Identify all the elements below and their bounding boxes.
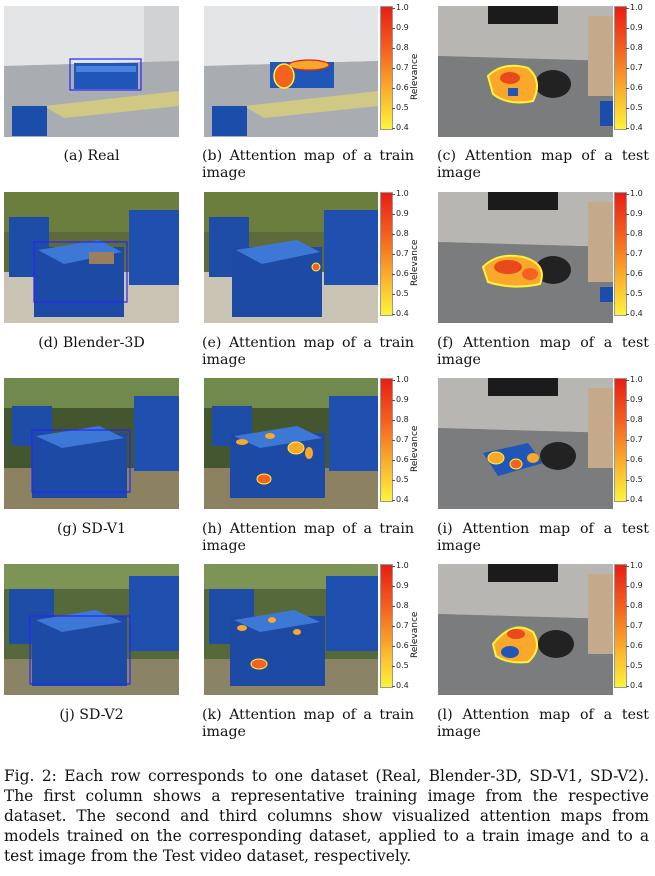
caption-l: (l) Attention map of a test image bbox=[437, 707, 649, 740]
colorbar-tick: 0.8 bbox=[626, 601, 643, 610]
colorbar-label: Relevance bbox=[410, 239, 420, 286]
colorbar-tick: 0.7 bbox=[392, 63, 409, 72]
colorbar-tick: 0.4 bbox=[626, 681, 643, 690]
colorbar-tick: 0.5 bbox=[392, 103, 409, 112]
colorbar-tick: 0.6 bbox=[392, 269, 409, 278]
colorbar-tick: 1.0 bbox=[392, 189, 409, 198]
panel-a-real-image bbox=[4, 6, 179, 137]
panel-j-sdv2-image bbox=[4, 564, 179, 695]
figure-caption-prefix: Fig. 2: bbox=[4, 767, 57, 785]
colorbar-tick: 0.6 bbox=[392, 455, 409, 464]
colorbar-tick: 1.0 bbox=[626, 189, 643, 198]
colorbar-tick: 0.5 bbox=[626, 661, 643, 670]
colorbar-tick: 0.5 bbox=[392, 289, 409, 298]
colorbar-tick: 0.6 bbox=[626, 269, 643, 278]
colorbar-tick: 1.0 bbox=[392, 561, 409, 570]
panel-l-attention-test bbox=[438, 564, 613, 695]
panel-d-blender-image bbox=[4, 192, 179, 323]
colorbar-tick: 0.5 bbox=[626, 103, 643, 112]
colorbar-tick: 0.7 bbox=[626, 621, 643, 630]
panel-c-attention-test bbox=[438, 6, 613, 137]
colorbar-tick: 0.4 bbox=[626, 123, 643, 132]
colorbar-tick: 0.8 bbox=[392, 229, 409, 238]
colorbar-tick: 0.8 bbox=[392, 415, 409, 424]
colorbar-tick: 0.9 bbox=[392, 395, 409, 404]
colorbar-tick: 0.8 bbox=[392, 43, 409, 52]
colorbar-label: Relevance bbox=[410, 425, 420, 472]
colorbar-tick: 0.6 bbox=[392, 83, 409, 92]
colorbar-tick: 0.8 bbox=[626, 229, 643, 238]
colorbar-tick: 0.5 bbox=[626, 475, 643, 484]
colorbar-tick: 1.0 bbox=[626, 3, 643, 12]
colorbar-tick: 0.6 bbox=[392, 641, 409, 650]
colorbar-tick: 0.8 bbox=[392, 601, 409, 610]
colorbar-tick: 0.9 bbox=[392, 581, 409, 590]
panel-i-attention-test bbox=[438, 378, 613, 509]
colorbar-tick: 0.6 bbox=[626, 83, 643, 92]
colorbar-tick: 0.7 bbox=[392, 621, 409, 630]
caption-h: (h) Attention map of a train image bbox=[202, 521, 414, 554]
colorbar-tick: 0.6 bbox=[626, 641, 643, 650]
caption-d: (d) Blender-3D bbox=[38, 335, 145, 351]
caption-i: (i) Attention map of a test image bbox=[437, 521, 649, 554]
colorbar-tick: 0.7 bbox=[626, 249, 643, 258]
colorbar-tick: 0.9 bbox=[626, 581, 643, 590]
colorbar-tick: 0.8 bbox=[626, 43, 643, 52]
colorbar-tick: 0.7 bbox=[626, 435, 643, 444]
colorbar-tick: 0.9 bbox=[626, 209, 643, 218]
colorbar-tick: 0.4 bbox=[392, 495, 409, 504]
colorbar-tick: 0.5 bbox=[392, 475, 409, 484]
caption-j: (j) SD-V2 bbox=[59, 707, 124, 723]
colorbar-tick: 0.4 bbox=[392, 681, 409, 690]
panel-g-sdv1-image bbox=[4, 378, 179, 509]
caption-a: (a) Real bbox=[63, 148, 120, 164]
caption-b: (b) Attention map of a train image bbox=[202, 148, 414, 181]
colorbar-tick: 0.7 bbox=[392, 435, 409, 444]
colorbar-tick: 0.5 bbox=[392, 661, 409, 670]
caption-f: (f) Attention map of a test image bbox=[437, 335, 649, 368]
colorbar-tick: 0.5 bbox=[626, 289, 643, 298]
colorbar-tick: 0.7 bbox=[626, 63, 643, 72]
colorbar-tick: 0.9 bbox=[626, 395, 643, 404]
caption-c: (c) Attention map of a test image bbox=[437, 148, 649, 181]
colorbar-tick: 1.0 bbox=[626, 561, 643, 570]
colorbar-tick: 0.6 bbox=[626, 455, 643, 464]
colorbar-tick: 1.0 bbox=[392, 375, 409, 384]
colorbar-tick: 0.4 bbox=[392, 123, 409, 132]
colorbar-tick: 0.8 bbox=[626, 415, 643, 424]
colorbar-tick: 0.4 bbox=[392, 309, 409, 318]
colorbar-label: Relevance bbox=[410, 611, 420, 658]
colorbar-tick: 0.9 bbox=[392, 23, 409, 32]
colorbar-tick: 0.4 bbox=[626, 495, 643, 504]
colorbar-tick: 0.9 bbox=[392, 209, 409, 218]
colorbar-label: Relevance bbox=[410, 53, 420, 100]
caption-e: (e) Attention map of a train image bbox=[202, 335, 414, 368]
colorbar-tick: 0.7 bbox=[392, 249, 409, 258]
panel-e-attention-train bbox=[204, 192, 378, 323]
caption-g: (g) SD-V1 bbox=[56, 521, 127, 537]
colorbar-tick: 0.9 bbox=[626, 23, 643, 32]
panel-h-attention-train bbox=[204, 378, 378, 509]
panel-k-attention-train bbox=[204, 564, 378, 695]
colorbar-tick: 0.4 bbox=[626, 309, 643, 318]
panel-f-attention-test bbox=[438, 192, 613, 323]
panel-b-attention-train bbox=[204, 6, 378, 137]
figure-caption: Fig. 2: Each row corresponds to one data… bbox=[4, 766, 649, 866]
colorbar-tick: 1.0 bbox=[392, 3, 409, 12]
colorbar-tick: 1.0 bbox=[626, 375, 643, 384]
figure-caption-text: Each row corresponds to one dataset (Rea… bbox=[4, 767, 649, 865]
caption-k: (k) Attention map of a train image bbox=[202, 707, 414, 740]
